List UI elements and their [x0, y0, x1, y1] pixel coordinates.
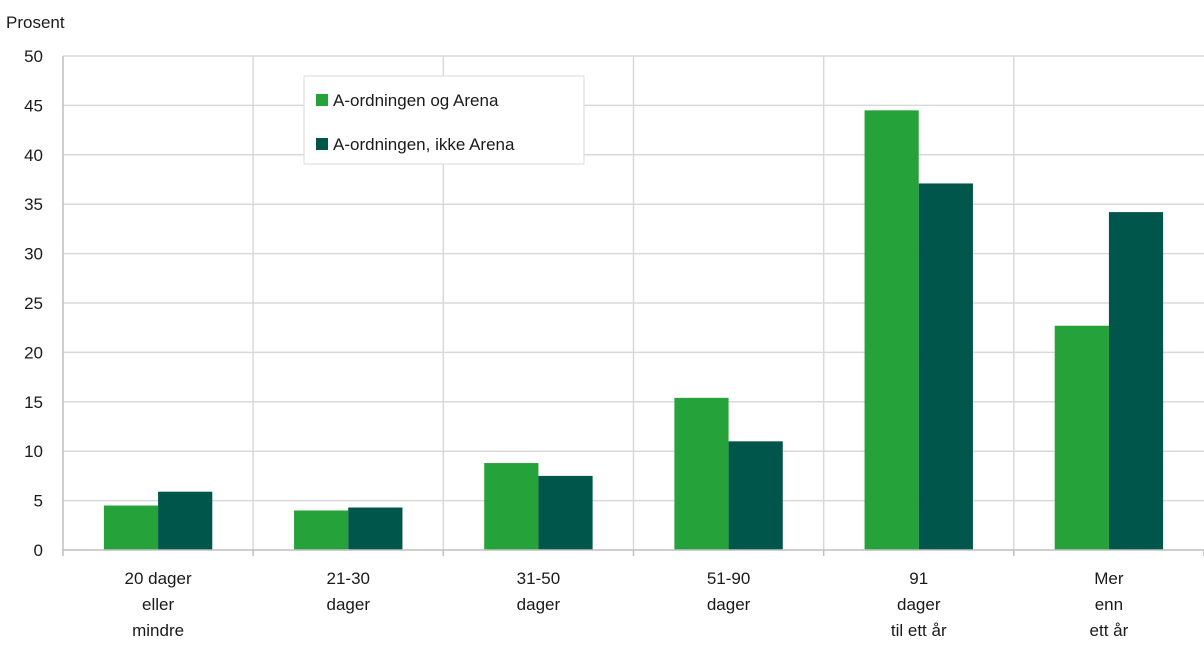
y-tick-label: 5 [34, 492, 43, 511]
bar-series-2-cat-3 [538, 475, 593, 550]
bars [103, 110, 1164, 550]
y-axis-label: Prosent [6, 13, 65, 32]
x-tick-label: 91 [909, 569, 928, 588]
x-tick-label: mindre [132, 621, 184, 640]
y-tick-label: 50 [24, 47, 43, 66]
y-tick-label: 25 [24, 294, 43, 313]
bar-series-1-cat-1 [103, 505, 159, 550]
x-tick-label: dager [707, 595, 751, 614]
legend-box [303, 75, 585, 165]
legend: A-ordningen og Arena A-ordningen, ikke A… [303, 75, 585, 165]
y-tick-label: 30 [24, 245, 43, 264]
y-tick-label: 10 [24, 442, 43, 461]
x-tick-label: 31-50 [517, 569, 560, 588]
bar-series-2-cat-6 [1108, 212, 1164, 550]
legend-swatch-series-2 [316, 138, 328, 150]
x-tick-label: dager [327, 595, 371, 614]
x-tick-label: 51-90 [707, 569, 750, 588]
x-tick-label: dager [517, 595, 561, 614]
y-tick-label: 15 [24, 393, 43, 412]
x-tick-label: ett år [1090, 621, 1129, 640]
bar-series-1-cat-3 [484, 463, 539, 550]
bar-series-1-cat-4 [674, 397, 729, 550]
y-tick-label: 0 [34, 541, 43, 560]
x-tick-label: eller [142, 595, 174, 614]
x-tick-label: dager [897, 595, 941, 614]
bar-series-2-cat-2 [348, 507, 403, 550]
grid [63, 55, 1204, 550]
bar-series-2-cat-5 [918, 183, 973, 550]
bar-series-1-cat-2 [294, 510, 349, 550]
legend-swatch-series-1 [316, 94, 328, 106]
y-tick-label: 35 [24, 195, 43, 214]
bar-series-1-cat-6 [1054, 325, 1109, 550]
bar-series-1-cat-5 [864, 110, 919, 550]
bar-series-2-cat-4 [728, 441, 783, 550]
axes: 0 5 10 15 20 25 30 35 40 45 50 20 dager eller mindre 2… [24, 47, 1204, 640]
x-tick-label: Mer [1094, 569, 1124, 588]
y-tick-label: 20 [24, 343, 43, 362]
x-tick-label: 21-30 [327, 569, 370, 588]
y-tick-label: 40 [24, 146, 43, 165]
x-tick-label: enn [1095, 595, 1123, 614]
y-tick-label: 45 [24, 96, 43, 115]
legend-label-series-1: A-ordningen og Arena [333, 91, 499, 110]
x-tick-label: 20 dager [125, 569, 192, 588]
bar-series-2-cat-1 [158, 491, 213, 550]
x-tick-label: til ett år [891, 621, 947, 640]
legend-label-series-2: A-ordningen, ikke Arena [333, 135, 515, 154]
